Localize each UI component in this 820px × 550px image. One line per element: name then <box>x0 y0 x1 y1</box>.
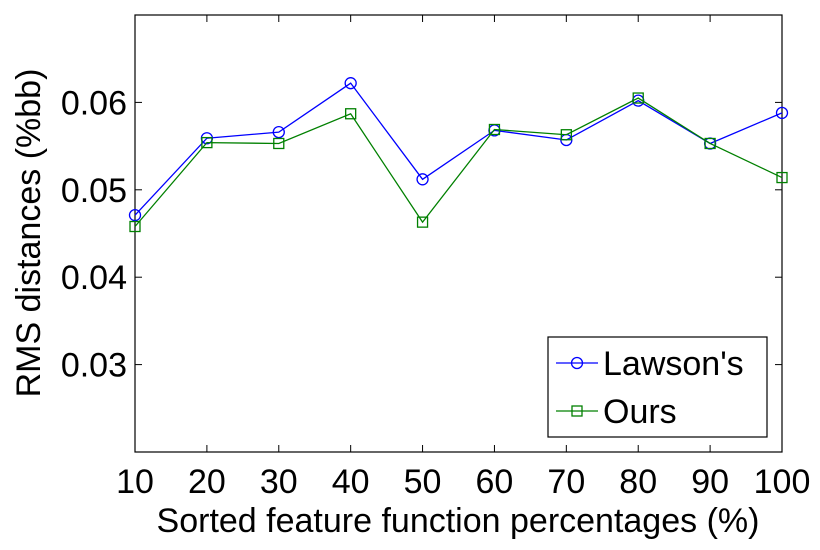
x-tick-label: 60 <box>476 463 514 501</box>
legend-item: Lawson's <box>556 345 744 383</box>
y-tick-label: 0.06 <box>61 84 127 122</box>
x-tick-label: 30 <box>260 463 298 501</box>
series-layer <box>128 77 789 233</box>
data-point <box>632 92 644 104</box>
y-tick-label: 0.05 <box>61 172 127 210</box>
legend-marker <box>571 405 583 417</box>
x-axis-label: Sorted feature function percentages (%) <box>157 502 760 540</box>
x-tick-label: 40 <box>332 463 370 501</box>
data-point <box>776 171 788 184</box>
y-axis-label: RMS distances (%bb) <box>10 69 48 398</box>
legend-box <box>547 336 768 438</box>
data-point <box>775 106 789 120</box>
series-line <box>134 82 783 216</box>
y-tick-label: 0.04 <box>61 259 127 297</box>
x-tick-label: 90 <box>691 463 729 501</box>
data-point <box>345 108 357 120</box>
x-tick-label: 10 <box>116 463 154 501</box>
data-point <box>129 220 141 233</box>
x-tick-label: 20 <box>188 463 226 501</box>
tick-labels: 10 20 30 40 50 60 70 80 90 100 0.03 0.04 0.05 0.06 <box>61 84 811 501</box>
data-point <box>488 123 501 136</box>
x-tick-label: 100 <box>754 463 811 501</box>
legend-label: Lawson's <box>603 345 744 383</box>
y-tick-label: 0.03 <box>61 347 127 385</box>
data-point <box>416 173 429 186</box>
data-point <box>560 129 572 141</box>
series-ours <box>129 92 788 233</box>
axis-ticks <box>134 15 783 452</box>
legend: Lawson's Ours <box>547 336 768 438</box>
data-point <box>344 77 357 90</box>
x-tick-label: 80 <box>619 463 657 501</box>
x-tick-label: 70 <box>547 463 585 501</box>
data-point <box>272 125 285 139</box>
data-point <box>416 216 429 228</box>
x-tick-label: 50 <box>404 463 442 501</box>
data-point <box>201 136 213 149</box>
legend-marker <box>570 356 584 370</box>
legend-item: Ours <box>556 393 677 431</box>
series-line <box>134 97 783 227</box>
legend-label: Ours <box>603 393 677 431</box>
data-point <box>273 137 285 150</box>
data-point <box>128 208 142 222</box>
data-point <box>704 137 716 150</box>
